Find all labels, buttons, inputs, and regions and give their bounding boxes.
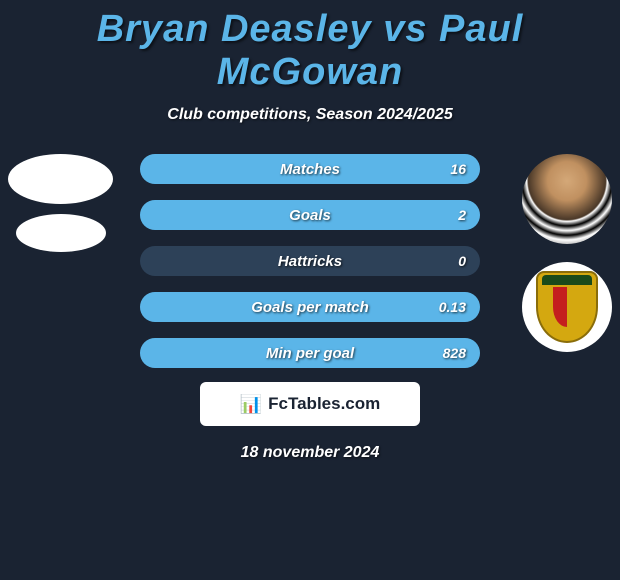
stat-row: Matches 16	[140, 154, 480, 184]
stat-label: Goals	[289, 207, 331, 224]
stat-label: Goals per match	[251, 299, 369, 316]
date-label: 18 november 2024	[0, 444, 620, 462]
page-subtitle: Club competitions, Season 2024/2025	[0, 106, 620, 124]
stat-value-right: 16	[450, 161, 466, 177]
club-2-avatar	[522, 262, 612, 352]
page-title: Bryan Deasley vs Paul McGowan	[0, 0, 620, 94]
stat-label: Hattricks	[278, 253, 342, 270]
chart-icon: 📊	[240, 394, 262, 415]
club-1-avatar	[16, 214, 106, 252]
stat-row: Min per goal 828	[140, 338, 480, 368]
right-avatar-column	[522, 154, 612, 370]
logo-text: FcTables.com	[268, 394, 380, 414]
stat-value-right: 2	[458, 207, 466, 223]
stat-label: Min per goal	[266, 345, 354, 362]
club-badge-icon	[536, 271, 598, 343]
stat-value-right: 0.13	[439, 299, 466, 315]
stat-row: Hattricks 0	[140, 246, 480, 276]
stat-bars: Matches 16 Goals 2 Hattricks 0 Goals per match…	[140, 154, 480, 368]
stat-label: Matches	[280, 161, 340, 178]
comparison-chart: Matches 16 Goals 2 Hattricks 0 Goals per match…	[0, 154, 620, 374]
left-avatar-column	[8, 154, 113, 252]
player-1-avatar	[8, 154, 113, 204]
stat-value-right: 828	[443, 345, 466, 361]
stat-value-right: 0	[458, 253, 466, 269]
stat-row: Goals per match 0.13	[140, 292, 480, 322]
source-logo: 📊 FcTables.com	[200, 382, 420, 426]
stat-row: Goals 2	[140, 200, 480, 230]
player-2-avatar	[522, 154, 612, 244]
